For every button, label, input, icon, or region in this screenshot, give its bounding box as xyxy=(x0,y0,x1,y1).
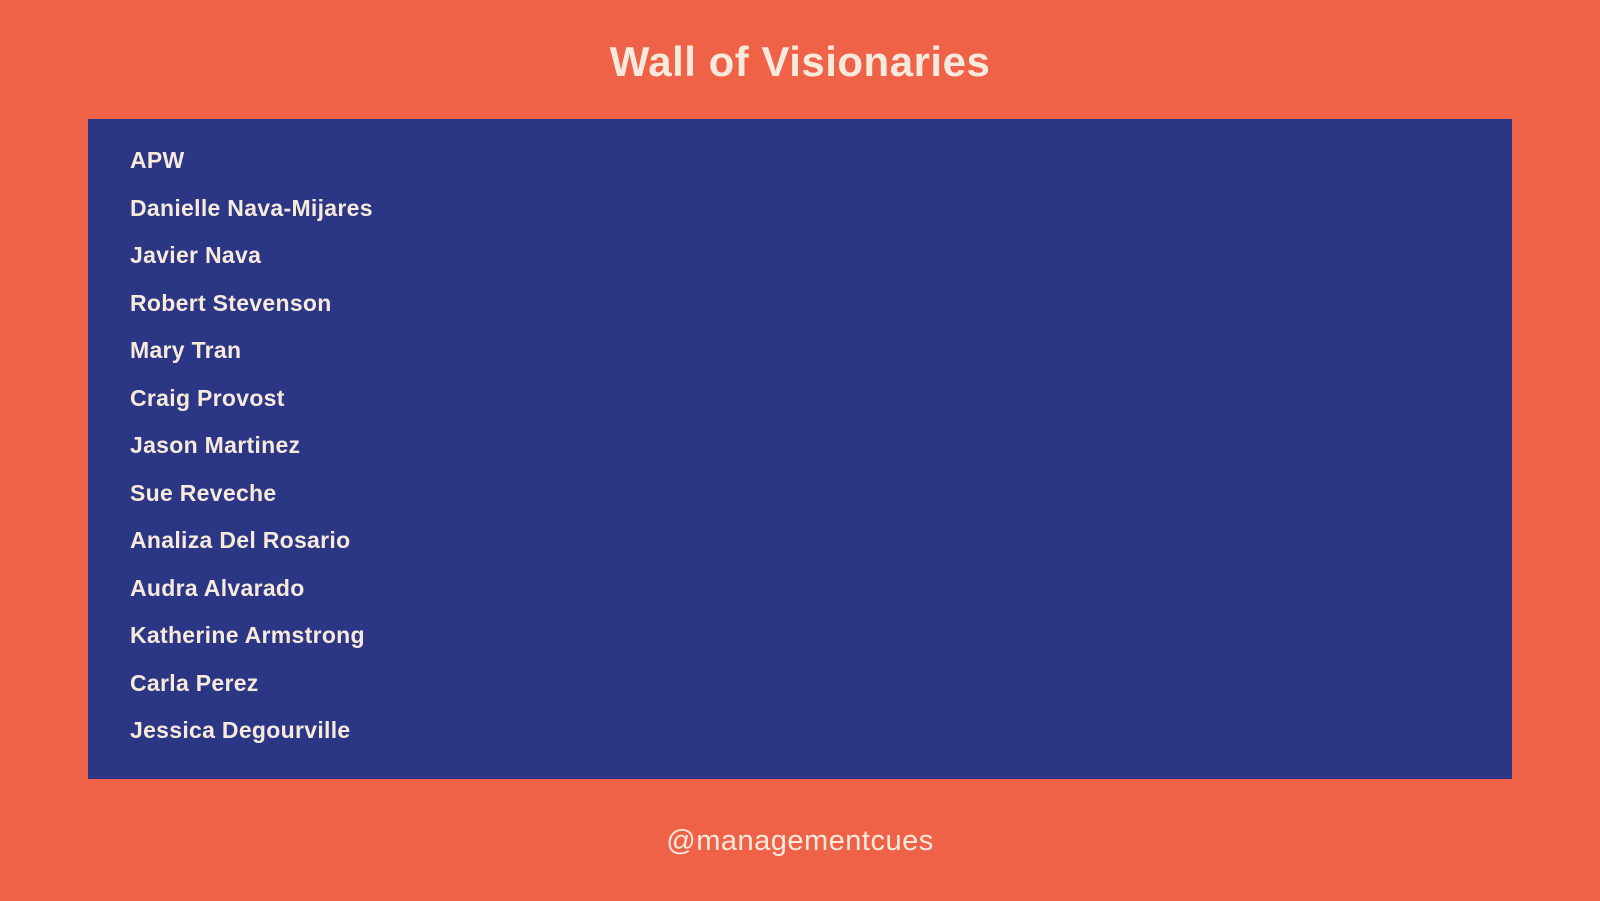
list-item: Javier Nava xyxy=(130,242,262,268)
list-item: Danielle Nava-Mijares xyxy=(130,194,373,221)
list-item: APW xyxy=(130,147,185,173)
visionaries-list: APW Danielle Nava-Mijares Javier Nava Rober… xyxy=(130,137,1472,755)
list-item: Mary Tran xyxy=(130,337,242,363)
list-item: Robert Stevenson xyxy=(130,289,332,316)
visionaries-panel: APW Danielle Nava-Mijares Javier Nava Rober… xyxy=(88,119,1512,779)
list-item: Katherine Armstrong xyxy=(130,622,365,648)
list-item: Audra Alvarado xyxy=(130,574,305,601)
list-item: Jessica Degourville xyxy=(130,717,351,743)
list-item: Analiza Del Rosario xyxy=(130,527,351,553)
list-item: Sue Reveche xyxy=(130,479,277,506)
social-handle: @managementcues xyxy=(666,825,934,857)
page-title: Wall of Visionaries xyxy=(609,38,991,85)
list-item: Jason Martinez xyxy=(130,432,301,458)
list-item: Carla Perez xyxy=(130,669,259,696)
list-item: Craig Provost xyxy=(130,384,285,411)
